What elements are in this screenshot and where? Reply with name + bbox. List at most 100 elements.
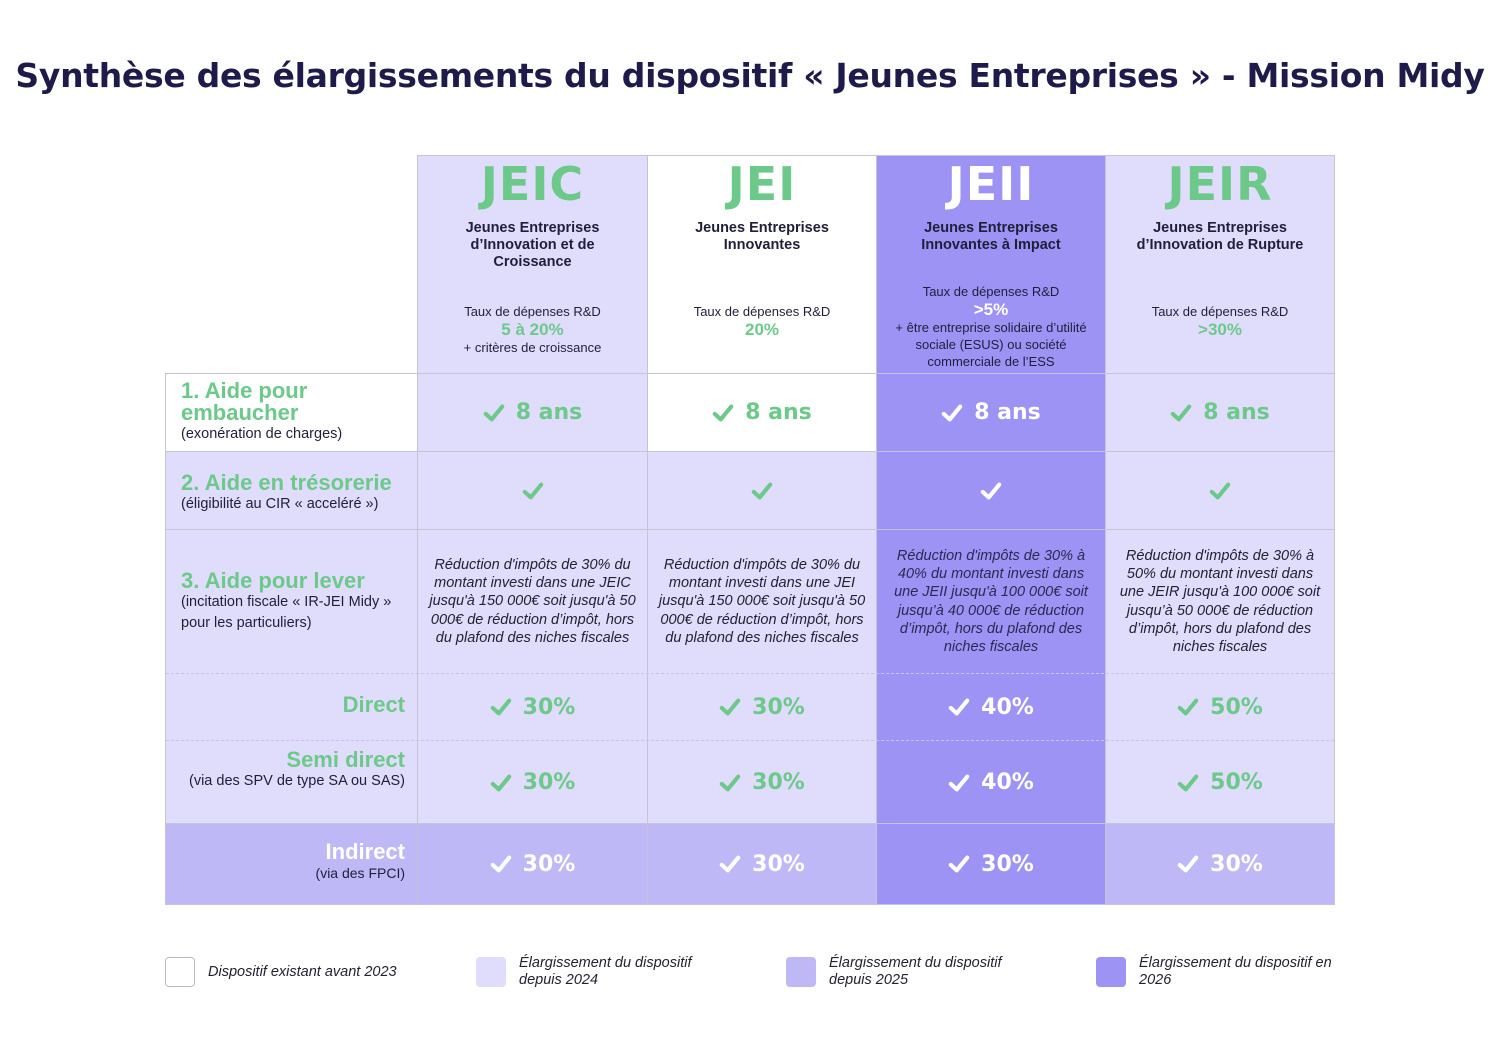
rd-label: Taux de dépenses R&D <box>922 284 1060 299</box>
direct-cell-jeii: 40% <box>877 675 1105 739</box>
row-subtitle: (exonération de charges) <box>181 426 343 442</box>
legend-swatch <box>476 957 506 987</box>
embaucher-cell-jei: 8 ans <box>647 373 877 452</box>
legend-item-2025: Élargissement du dispositif depuis 2025 <box>786 955 1029 989</box>
indirect-cell-jeii: 30% <box>876 823 1106 905</box>
lever-description-jeir: Réduction d'impôts de 30% à 50% du monta… <box>1119 547 1321 655</box>
semi-direct-cell-jeic: 30% <box>418 742 647 823</box>
lever-column-jeir <box>1105 529 1335 824</box>
row-label-indirect: Indirect (via des FPCI) <box>165 823 418 905</box>
lever-column-jeic <box>417 529 648 824</box>
cell-value: 40% <box>981 694 1034 720</box>
direct-cell-jeir: 50% <box>1106 675 1334 739</box>
row-title: 3. Aide pour lever <box>181 568 365 593</box>
row-title: Indirect <box>325 839 405 864</box>
column-code: JEI <box>727 157 797 211</box>
sub-row-title-semi-direct: Semi direct <box>286 747 405 772</box>
indirect-cell-jeic: 30% <box>417 823 648 905</box>
check-icon <box>948 698 970 716</box>
legend-item-existing: Dispositif existant avant 2023 <box>165 955 397 989</box>
lever-description-jeii: Réduction d'impôts de 30% à 40% du monta… <box>894 547 1088 655</box>
legend-label: Élargissement du dispositif depuis 2024 <box>519 955 692 988</box>
cell-value: 8 ans <box>974 400 1041 425</box>
tresorerie-cell-jeii <box>876 451 1106 530</box>
semi-direct-cell-jeii: 40% <box>877 742 1105 823</box>
check-icon <box>490 855 511 873</box>
row-label-tresorerie: 2. Aide en trésorerie (éligibilité au CI… <box>165 451 418 530</box>
legend-item-2024: Élargissement du dispositif depuis 2024 <box>476 955 719 989</box>
tresorerie-cell-jei <box>647 451 877 530</box>
check-icon <box>1177 698 1199 716</box>
column-fullname: Jeunes Entreprises Innovantes à Impact <box>921 220 1061 253</box>
column-fullname: Jeunes Entreprises Innovantes <box>695 220 829 253</box>
cell-value: 30% <box>752 694 805 720</box>
row-subtitle: (incitation fiscale « IR-JEI Midy » pour… <box>181 594 392 631</box>
check-icon <box>948 774 970 791</box>
check-icon <box>1170 404 1192 421</box>
check-icon <box>1177 774 1199 791</box>
sub-row-title-direct: Direct <box>342 692 405 717</box>
cell-value: 30% <box>981 851 1034 877</box>
check-icon <box>948 855 970 873</box>
lever-description-jei: Réduction d'impôts de 30% du montant inv… <box>658 556 866 646</box>
check-icon <box>980 482 1002 499</box>
sub-row-subtitle-semi-direct: (via des SPV de type SA ou SAS) <box>188 773 405 789</box>
column-header-jeic: JEIC Jeunes Entreprises d’Innovation et … <box>417 155 648 374</box>
rd-criteria: + être entreprise solidaire d’utilité so… <box>895 320 1087 369</box>
column-header-jeii: JEII Jeunes Entreprises Innovantes à Imp… <box>876 155 1106 374</box>
legend-label: Dispositif existant avant 2023 <box>208 963 397 980</box>
cell-value: 50% <box>1210 694 1263 720</box>
dashed-divider <box>166 740 1334 741</box>
tresorerie-cell-jeic <box>417 451 648 530</box>
lever-column-jei <box>647 529 877 824</box>
rd-value: >30% <box>1198 320 1242 339</box>
legend-swatch <box>786 957 816 987</box>
rd-value: 5 à 20% <box>501 320 564 339</box>
indirect-cell-jei: 30% <box>647 823 877 905</box>
semi-direct-cell-jei: 30% <box>648 742 876 823</box>
check-icon <box>751 482 773 499</box>
rd-label: Taux de dépenses R&D <box>693 304 831 319</box>
cell-value: 30% <box>752 770 805 795</box>
semi-direct-cell-jeir: 50% <box>1106 742 1334 823</box>
lever-description-jeic: Réduction d'impôts de 30% du montant inv… <box>429 556 636 646</box>
legend-item-2026: Élargissement du dispositif en 2026 <box>1096 955 1339 989</box>
indirect-cell-jeir: 30% <box>1105 823 1335 905</box>
column-header-jei: JEI Jeunes Entreprises Innovantes Taux d… <box>647 155 877 374</box>
check-icon <box>1209 482 1231 499</box>
check-icon <box>719 698 741 716</box>
check-icon <box>490 774 511 791</box>
rd-value: >5% <box>973 300 1009 319</box>
cell-value: 30% <box>1210 851 1263 877</box>
cell-value: 30% <box>522 851 576 877</box>
check-icon <box>719 774 741 791</box>
column-code: JEII <box>947 157 1035 211</box>
cell-value: 8 ans <box>515 400 583 425</box>
check-icon <box>941 404 963 421</box>
column-fullname: Jeunes Entreprises d’Innovation de Ruptu… <box>1136 220 1304 253</box>
cell-value: 40% <box>981 770 1034 795</box>
row-subtitle: (via des FPCI) <box>315 865 405 881</box>
row-subtitle: (éligibilité au CIR « acceléré ») <box>181 496 379 512</box>
column-header-jeir: JEIR Jeunes Entreprises d’Innovation de … <box>1105 155 1335 374</box>
embaucher-cell-jeic: 8 ans <box>417 373 648 452</box>
column-code: JEIR <box>1167 157 1273 211</box>
check-icon <box>719 855 741 873</box>
check-icon <box>483 404 505 421</box>
cell-value: 8 ans <box>745 400 812 425</box>
row-title: 2. Aide en trésorerie <box>181 470 392 495</box>
cell-value: 50% <box>1210 770 1263 795</box>
page-title: Synthèse des élargissements du dispositi… <box>15 56 1485 95</box>
column-fullname: Jeunes Entreprises d’Innovation et de Cr… <box>465 220 600 270</box>
row-label-embaucher: 1. Aide pour embaucher (exonération de c… <box>165 373 418 452</box>
embaucher-cell-jeii: 8 ans <box>876 373 1106 452</box>
dashed-divider <box>166 673 1334 674</box>
rd-criteria: + critères de croissance <box>463 340 602 355</box>
legend-label: Élargissement du dispositif en 2026 <box>1139 955 1332 988</box>
legend-swatch <box>1096 957 1126 987</box>
check-icon <box>522 482 543 499</box>
check-icon <box>490 698 511 716</box>
column-code: JEIC <box>480 157 585 211</box>
rd-value: 20% <box>744 320 780 339</box>
tresorerie-cell-jeir <box>1105 451 1335 530</box>
